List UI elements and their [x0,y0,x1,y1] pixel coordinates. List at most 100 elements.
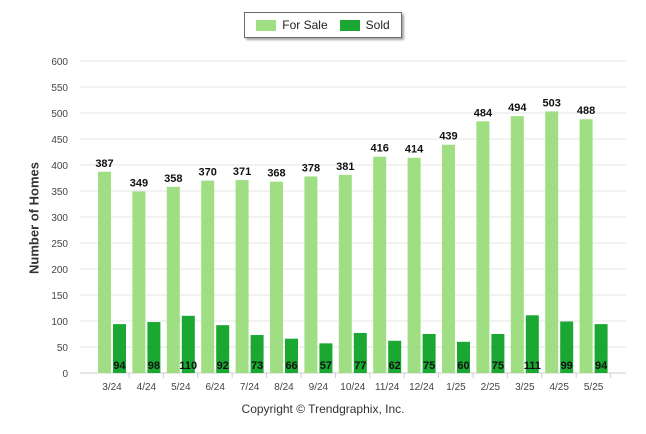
for-sale-value-label: 349 [130,178,148,190]
sold-value-label: 77 [354,360,366,372]
sold-value-label: 111 [524,360,541,372]
data-labels: 387 94 349 98 358 110 370 92 371 73 368 66 378 57 381 7… [95,97,608,372]
for-sale-value-label: 371 [233,166,251,178]
for-sale-value-label: 387 [95,158,113,170]
sold-value-label: 92 [217,360,229,372]
y-tick-label: 350 [51,187,68,198]
for-sale-value-label: 439 [439,131,457,143]
bars [98,111,608,374]
x-tick-label: 1/25 [446,382,466,393]
y-tick-label: 550 [51,83,68,94]
x-tick-label: 3/25 [515,382,535,393]
for-sale-value-label: 488 [577,105,595,117]
legend-label-for-sale: For Sale [282,18,328,32]
x-tick-label: 5/24 [171,382,191,393]
x-tick-label: 9/24 [309,382,329,393]
sold-bar[interactable] [113,324,126,373]
for-sale-bar[interactable] [545,111,559,373]
sold-value-label: 94 [595,360,608,372]
legend: For Sale Sold [244,12,402,38]
for-sale-value-label: 416 [371,143,389,155]
sold-bar[interactable] [491,334,505,373]
y-tick-label: 0 [62,369,68,380]
for-sale-value-label: 370 [199,167,217,179]
y-tick-label: 100 [51,317,68,328]
sold-swatch [339,19,360,31]
y-tick-label: 200 [51,265,68,276]
y-tick-label: 250 [51,239,68,250]
sold-value-label: 73 [251,360,263,372]
for-sale-value-label: 484 [474,107,493,119]
for-sale-bar[interactable] [166,186,180,373]
for-sale-bar[interactable] [304,176,318,373]
sold-value-label: 110 [179,360,197,372]
legend-item-sold[interactable]: Sold [339,18,390,32]
sold-bar[interactable] [560,321,574,373]
sold-bar[interactable] [457,341,470,373]
for-sale-bar[interactable] [98,171,111,373]
y-axis-ticks: 0 50 100 150 200 250 300 350 400 450 500 550 600 [51,57,68,380]
sold-value-label: 94 [113,360,126,372]
x-tick-label: 8/24 [274,382,294,393]
for-sale-bar[interactable] [442,144,455,373]
x-tick-label: 10/24 [340,382,365,393]
x-tick-label: 4/25 [549,382,569,393]
x-axis-ticks: 3/24 4/24 5/24 6/24 7/24 8/24 9/24 10/24 11/24 12… [102,373,612,393]
sold-bar[interactable] [250,335,264,373]
y-tick-label: 150 [51,291,68,302]
for-sale-value-label: 494 [508,102,527,114]
y-tick-label: 500 [51,109,68,120]
for-sale-bar[interactable] [373,156,387,373]
for-sale-bar[interactable] [407,157,421,373]
x-tick-label: 7/24 [240,382,260,393]
sold-value-label: 60 [457,360,469,372]
legend-item-for-sale[interactable]: For Sale [256,18,328,32]
copyright-text: Copyright © Trendgraphix, Inc. [241,402,405,416]
sold-bar[interactable] [216,325,230,373]
sold-value-label: 62 [389,360,401,372]
sold-bar[interactable] [285,338,298,373]
for-sale-bar[interactable] [270,181,283,373]
sold-bar[interactable] [388,340,402,373]
y-tick-label: 400 [51,161,68,172]
y-tick-label: 450 [51,135,68,146]
x-tick-label: 12/24 [409,382,434,393]
sold-value-label: 75 [423,360,435,372]
sold-bar[interactable] [525,315,539,373]
sold-value-label: 98 [148,360,160,372]
x-tick-label: 5/25 [584,382,604,393]
for-sale-bar[interactable] [476,121,490,373]
sold-value-label: 66 [285,360,297,372]
for-sale-value-label: 381 [336,161,354,173]
sold-bar[interactable] [319,343,333,373]
y-tick-label: 600 [51,57,68,68]
for-sale-swatch [256,19,277,31]
sold-bar[interactable] [181,315,195,373]
sold-bar[interactable] [353,332,367,373]
for-sale-value-label: 368 [267,168,285,180]
sold-bar[interactable] [594,324,608,373]
for-sale-bar[interactable] [579,119,593,374]
sold-value-label: 57 [320,360,332,372]
legend-label-sold: Sold [365,18,390,32]
x-tick-label: 2/25 [481,382,501,393]
for-sale-value-label: 358 [164,173,182,185]
for-sale-bar[interactable] [235,180,249,373]
y-tick-label: 300 [51,213,68,224]
x-tick-label: 3/24 [102,382,122,393]
for-sale-bar[interactable] [201,180,215,373]
for-sale-bar[interactable] [510,116,524,374]
x-tick-label: 6/24 [205,382,225,393]
x-tick-label: 11/24 [375,382,400,393]
sold-value-label: 75 [492,360,504,372]
for-sale-bar[interactable] [132,191,146,373]
sold-bar[interactable] [422,334,436,373]
x-tick-label: 4/24 [137,382,157,393]
sold-value-label: 99 [561,360,573,372]
for-sale-value-label: 378 [302,162,320,174]
for-sale-value-label: 414 [405,144,424,156]
for-sale-value-label: 503 [543,97,561,109]
sold-bar[interactable] [147,322,161,373]
for-sale-bar[interactable] [338,174,352,373]
